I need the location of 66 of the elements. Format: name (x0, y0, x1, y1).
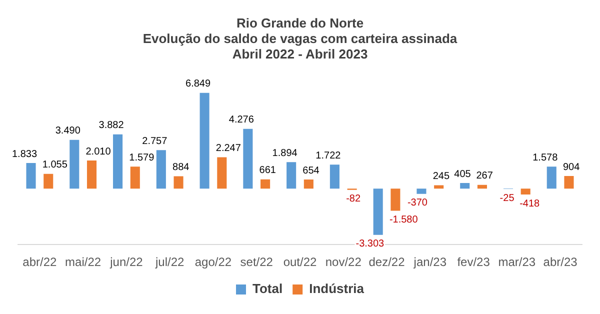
bar (156, 150, 166, 189)
data-label: 1.722 (316, 150, 342, 162)
bar (174, 176, 184, 189)
bar (564, 176, 574, 189)
bar (243, 128, 253, 189)
x-tick-label: nov/22 (325, 255, 362, 270)
x-tick-label: set/22 (240, 255, 274, 270)
bar (330, 164, 340, 189)
bar (434, 185, 444, 189)
bar (477, 184, 487, 189)
data-label: -1.580 (389, 214, 418, 226)
x-tick-label: abr/23 (543, 255, 578, 270)
data-label: -370 (407, 198, 428, 209)
data-label: 1.579 (129, 152, 155, 164)
data-label: 654 (302, 165, 320, 176)
data-label: 3.490 (55, 126, 81, 137)
x-tick-label: fev/23 (457, 255, 490, 270)
data-label: 1.578 (532, 152, 558, 164)
data-label: 1.894 (272, 148, 298, 159)
data-label: -418 (520, 198, 540, 210)
bar (26, 163, 36, 189)
x-tick-label: jan/23 (412, 255, 447, 270)
data-label: 405 (454, 168, 472, 180)
legend-label: Indústria (309, 281, 365, 296)
x-tick-label: out/22 (283, 255, 317, 270)
data-label: 267 (476, 170, 494, 182)
bar (86, 160, 97, 189)
data-label: 904 (562, 162, 580, 173)
data-label: -3.303 (356, 238, 385, 250)
bar (304, 180, 314, 189)
bar (373, 188, 383, 235)
bar (113, 134, 123, 189)
bar (44, 174, 54, 189)
bar (260, 179, 270, 189)
bar (520, 188, 530, 195)
bar (286, 162, 296, 189)
data-label: 2.757 (142, 136, 168, 147)
bar (390, 188, 400, 211)
x-tick-label: jun/22 (109, 255, 144, 270)
x-tick-label: abr/22 (22, 255, 58, 270)
x-tick-label: jul/22 (154, 255, 185, 270)
data-label: 884 (172, 162, 190, 174)
data-label: 1.055 (42, 160, 68, 171)
bar (130, 166, 140, 189)
data-label: 4.276 (228, 114, 254, 126)
data-label: 2.247 (216, 142, 242, 154)
bar (546, 166, 556, 189)
data-label: 1.833 (12, 148, 38, 160)
bar (460, 183, 470, 189)
legend-label: Total (252, 281, 283, 296)
data-label: 245 (432, 170, 450, 182)
data-label: 6.849 (186, 78, 211, 90)
x-tick-label: mar/23 (498, 255, 536, 270)
x-tick-label: ago/22 (194, 255, 232, 270)
x-tick-label: mai/22 (65, 255, 102, 270)
data-label: 2.010 (86, 146, 112, 158)
bar (416, 188, 426, 194)
data-label: -25 (500, 192, 515, 204)
x-tick-label: dez/22 (368, 255, 406, 270)
bar (200, 92, 210, 189)
bar (70, 140, 80, 189)
data-label: 661 (259, 165, 276, 176)
bar (217, 157, 227, 189)
data-label: 3.882 (98, 120, 124, 132)
data-label: -82 (346, 194, 361, 205)
chart-title: Rio Grande do Norte Evolução do saldo de vagas com carteira assinada Abril 2022 - Abril 2023 (142, 15, 458, 62)
